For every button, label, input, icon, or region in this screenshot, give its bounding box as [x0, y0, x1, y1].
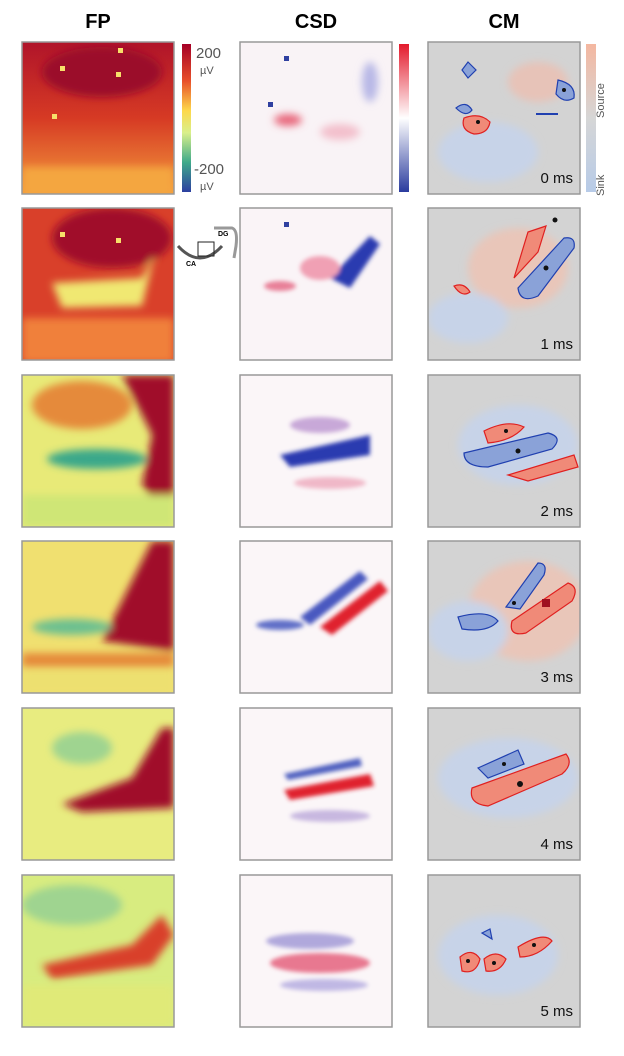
fp-panel: [21, 874, 175, 1028]
time-label: 4 ms: [540, 836, 573, 853]
inset-label: CA: [186, 261, 196, 268]
column-header: CSD: [295, 11, 337, 33]
fp-panel: [21, 207, 175, 361]
time-label: 5 ms: [540, 1003, 573, 1020]
time-label: 3 ms: [540, 669, 573, 686]
csd-panel: [239, 707, 393, 861]
cm-panel: 3 ms: [427, 540, 581, 694]
csd-panel: [239, 207, 393, 361]
cm-panel: 1 ms: [427, 207, 581, 361]
time-label: 1 ms: [540, 336, 573, 353]
fp-panel: [21, 41, 175, 195]
time-label: 0 ms: [540, 170, 573, 187]
fp-panel: [21, 374, 175, 528]
colorbar-label: 200: [196, 45, 221, 62]
colorbar-label: -200: [194, 161, 224, 178]
csd-colorbar: [399, 44, 409, 192]
fp-panel: [21, 707, 175, 861]
time-label: 2 ms: [540, 503, 573, 520]
csd-panel: [239, 874, 393, 1028]
csd-panel: [239, 41, 393, 195]
colorbar-label: Source: [595, 83, 607, 118]
csd-panel: [239, 540, 393, 694]
colorbar-unit: µV: [200, 181, 214, 193]
cm-panel: 5 ms: [427, 874, 581, 1028]
colorbar-unit: µV: [200, 65, 214, 77]
column-header: CM: [488, 11, 519, 33]
column-header: FP: [85, 11, 111, 33]
cm-panel: 2 ms: [427, 374, 581, 528]
cm-panel: 4 ms: [427, 707, 581, 861]
colorbar-label: Sink: [595, 174, 607, 196]
cm-panel: 0 ms: [427, 41, 581, 195]
inset-label: DG: [218, 231, 229, 238]
csd-panel: [239, 374, 393, 528]
cm-colorbar: [586, 44, 596, 192]
inset-schematic: DG CA: [176, 226, 238, 268]
fp-colorbar: [182, 44, 191, 192]
fp-panel: [21, 540, 175, 694]
